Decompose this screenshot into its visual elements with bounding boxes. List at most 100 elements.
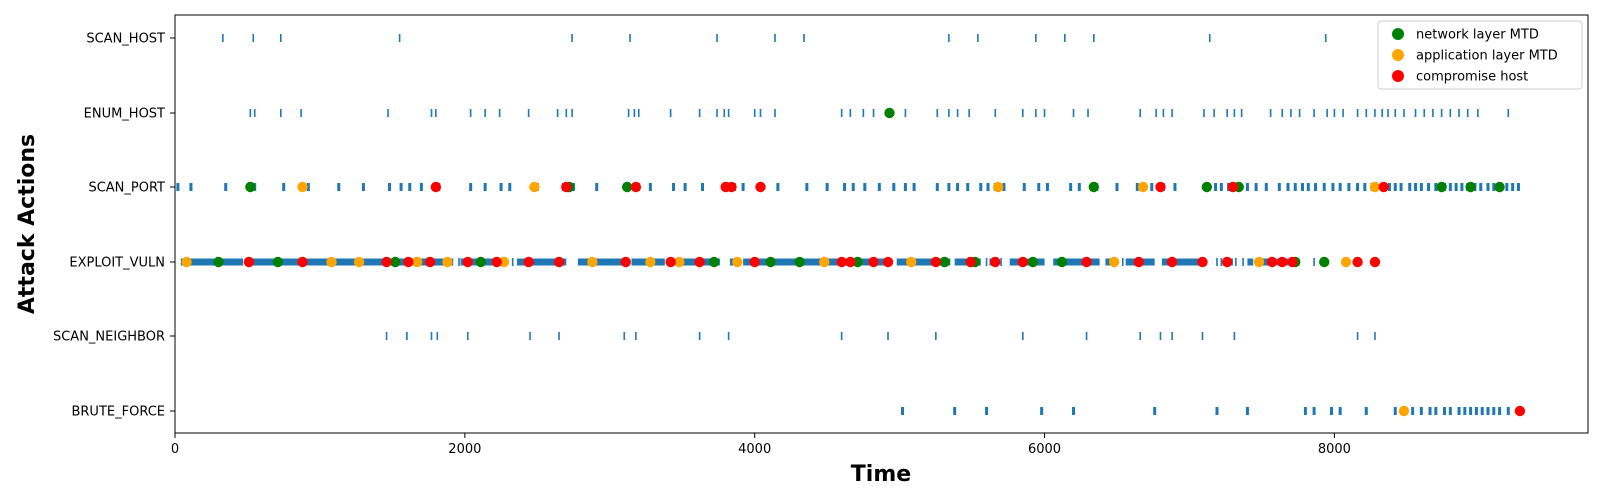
action-bar-enum-host [1326,109,1328,117]
y-tick-label: SCAN_NEIGHBOR [53,330,165,345]
action-bar-brute-force [1469,407,1473,415]
point-compromise-host [749,256,760,268]
action-bar-enum-host [253,109,256,117]
action-bar-enum-host [1290,109,1292,117]
x-tick-label: 4000 [738,442,771,457]
action-bar-scan-port [776,183,780,191]
point-compromise-host [1266,256,1278,268]
action-bar-enum-host [571,109,573,117]
point-compromise-host [694,256,705,268]
action-bar-scan-port [224,183,228,191]
point-compromise-host [1017,256,1028,268]
plot-frame [174,14,1589,434]
point-network-layer-mtd [1201,181,1213,193]
action-bar-enum-host [956,109,959,117]
action-bar-enum-host [1171,109,1173,117]
point-compromise-host [491,256,502,268]
action-bar-exploit-vuln [1242,258,1244,266]
y-tick-label: SCAN_HOST [86,32,165,47]
x-tick-label: 0 [171,442,179,457]
action-bar-scan-port [1077,183,1081,191]
point-compromise-host [1378,181,1389,193]
point-compromise-host [430,181,442,193]
action-bar-enum-host [1449,109,1452,117]
point-application-layer-mtd [674,256,685,268]
action-bar-scan-port [1448,183,1452,191]
y-tick-label: ENUM_HOST [84,107,165,122]
action-bar-enum-host [904,109,907,117]
action-bar-exploit-vuln [511,258,514,266]
y-axis-title: Attack Actions [15,134,40,314]
point-network-layer-mtd [1319,256,1330,268]
point-application-layer-mtd [181,256,192,268]
action-bar-scan-port [1347,183,1351,191]
point-compromise-host [965,256,976,268]
action-bar-enum-host [469,109,472,117]
action-bar-enum-host [1477,109,1479,117]
point-application-layer-mtd [1340,256,1352,268]
action-bar-enum-host [435,109,437,117]
point-application-layer-mtd [819,256,830,268]
action-bar-scan-port [306,183,310,191]
action-bar-exploit-vuln [1161,258,1170,266]
action-bar-enum-host [1342,109,1344,117]
point-compromise-host [553,256,565,268]
action-bar-enum-host [565,109,568,117]
action-bar-scan-port [408,183,412,191]
action-bar-scan-port [1115,183,1119,191]
action-bar-scan-neighbor [1201,332,1204,340]
action-bar-scan-port [1387,183,1391,191]
action-bar-scan-host [1324,34,1327,42]
point-application-layer-mtd [1108,256,1120,268]
action-bar-scan-port [1460,183,1464,191]
action-bar-enum-host [1458,109,1460,117]
action-bar-enum-host [1365,109,1368,117]
x-tick-label: 2000 [448,442,481,457]
action-bar-brute-force [1463,407,1467,415]
action-bar-scan-neighbor [1085,332,1088,340]
action-bar-scan-port [825,183,829,191]
action-bar-brute-force [1153,407,1157,415]
action-bar-brute-force [1492,407,1496,415]
point-compromise-host [1514,405,1526,417]
legend-marker-application-layer-mtd [1392,49,1404,61]
action-bar-enum-host [1423,109,1426,117]
point-compromise-host [523,256,534,268]
point-network-layer-mtd [621,181,633,193]
action-bar-scan-port [1002,183,1006,191]
action-bar-enum-host [637,109,640,117]
y-tick-label: SCAN_PORT [88,181,165,196]
action-bar-scan-port [1022,183,1026,191]
action-bar-brute-force [985,407,989,415]
action-bar-scan-host [948,34,950,42]
action-bar-scan-port [1492,183,1496,191]
action-bar-enum-host [1403,109,1405,117]
point-network-layer-mtd [1088,181,1100,193]
action-bar-scan-port [979,183,983,191]
point-network-layer-mtd [765,256,776,268]
action-bar-scan-port [1322,183,1326,191]
action-bar-exploit-vuln [577,258,625,266]
action-bar-enum-host [1432,109,1434,117]
action-bar-scan-host [279,34,282,42]
action-bar-enum-host [633,109,636,117]
point-application-layer-mtd [1137,181,1149,193]
action-bar-exploit-vuln [180,258,244,266]
action-bar-scan-port [1150,183,1154,191]
action-bar-scan-port [189,183,193,191]
action-bar-enum-host [968,109,970,117]
action-bar-scan-port [282,183,286,191]
point-compromise-host [1277,256,1288,268]
action-bar-scan-neighbor [436,332,439,340]
action-bar-exploit-vuln [517,258,567,266]
action-bar-scan-port [892,183,896,191]
action-bar-scan-port [1045,183,1049,191]
action-bar-enum-host [1374,109,1376,117]
action-bar-scan-neighbor [698,332,701,340]
action-bar-scan-neighbor [727,332,730,340]
action-bar-brute-force [1303,407,1307,415]
action-bar-scan-port [648,183,652,191]
action-bar-brute-force [1434,407,1438,415]
action-bar-scan-port [1516,183,1520,191]
action-bar-scan-host [1035,34,1037,42]
